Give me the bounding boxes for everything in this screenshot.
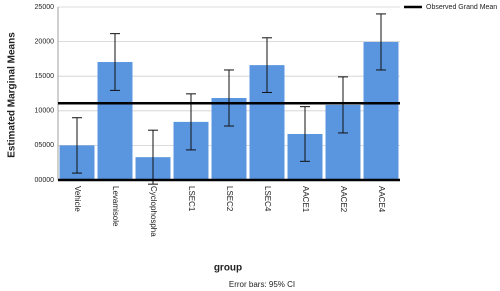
error-bar: [300, 106, 310, 162]
y-tick-label: 10000: [35, 108, 55, 115]
x-tick-label: AACE2: [339, 186, 348, 213]
y-tick-label: 20000: [35, 38, 55, 45]
error-bar: [224, 69, 234, 127]
error-bar: [262, 37, 272, 93]
y-tick-label: 00000: [35, 177, 55, 184]
x-tick-label: LSEC4: [263, 186, 272, 212]
x-tick-label: Levamisole: [111, 186, 120, 227]
y-axis-label: Estimated Marginal Means: [7, 32, 18, 158]
x-tick-label: AACE4: [377, 186, 386, 213]
x-tick-label: LSEC1: [187, 186, 196, 212]
x-tick-label: LSEC2: [225, 186, 234, 212]
legend-label: Observed Grand Mean: [426, 4, 497, 11]
footnote: Error bars: 95% CI: [229, 280, 295, 289]
y-tick-label: 05000: [35, 142, 55, 149]
error-bar: [72, 117, 82, 174]
y-tick-label: 15000: [35, 73, 55, 80]
error-bar: [110, 33, 120, 91]
error-bar: [338, 76, 348, 134]
x-tick-label: AACE1: [301, 186, 310, 213]
x-tick-label: Cyclophospha: [149, 186, 158, 237]
error-bar: [148, 129, 158, 185]
x-axis-label: group: [214, 263, 242, 274]
y-tick-label: 25000: [35, 4, 55, 11]
error-bar: [376, 13, 386, 71]
x-tick-label: Vehicle: [73, 186, 82, 212]
